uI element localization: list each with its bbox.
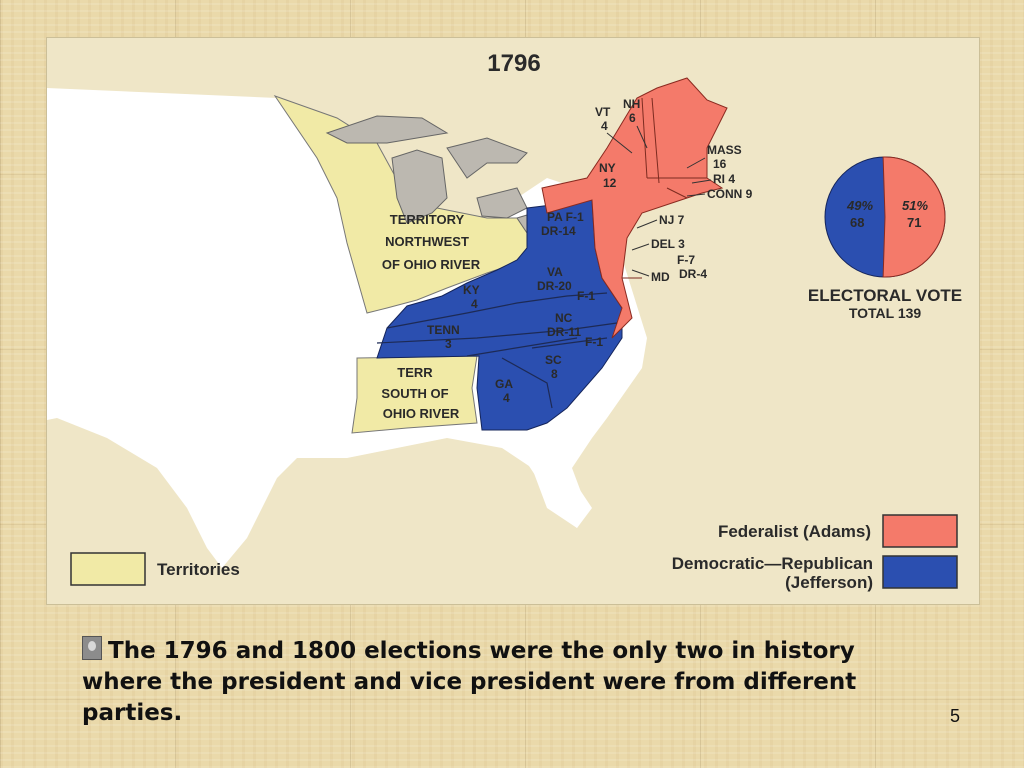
label-nc-dr: DR-11 [547,325,581,339]
label-nc-name: NC [555,311,573,325]
sw-territory-label: TERR SOUTH OF OHIO RIVER [381,365,459,421]
sw-territory-line-2: SOUTH OF [381,386,448,401]
label-nc-f: F-1 [585,335,603,349]
label-md: MD [651,270,670,284]
legend-label-territories: Territories [157,560,240,579]
legend-swatch-territories [70,552,146,586]
label-ga-votes: 4 [503,391,510,405]
label-sc-votes: 8 [551,367,558,381]
label-ky-name: KY [463,283,480,297]
legend-swatch-federalist [882,514,958,548]
state-borders [376,292,618,409]
pie-federalist-pct: 51% [902,198,928,213]
florida [477,423,592,528]
ne-borders [622,97,707,279]
label-vt-name: VT [595,105,611,119]
sw-territory-line-1: TERR [397,365,433,380]
label-vt-votes: 4 [601,119,608,133]
election-map-1796: 1796 TERRITORY NORTHWEST OF OHIO RIVER T… [46,37,980,605]
legend-label-republican-1: Democratic—Republican [672,554,873,573]
label-mass-name: MASS [707,143,742,157]
portrait-bullet-icon [82,636,102,660]
pie-title: ELECTORAL VOTE [808,286,962,305]
electoral-vote-pie: 49% 68 51% 71 ELECTORAL VOTE TOTAL 139 [808,156,962,321]
nw-territory-line-2: NORTHWEST [385,234,469,249]
legend-label-republican-2: (Jefferson) [785,573,873,592]
label-tenn-votes: 3 [445,337,452,351]
label-ky-votes: 4 [471,297,478,311]
label-mass-votes: 16 [713,157,727,171]
state-labels: VT 4 NH 6 NY 12 MASS 16 RI 4 CONN 9 NJ 7… [427,97,753,405]
label-tenn-name: TENN [427,323,460,337]
slide-number: 5 [950,706,961,726]
label-sc-name: SC [545,353,562,367]
label-ri: RI 4 [713,172,735,186]
slide-caption: The 1796 and 1800 elections were the onl… [82,636,942,729]
pie-federalist-slice [882,156,946,278]
sw-territory-line-3: OHIO RIVER [383,406,460,421]
label-ny-votes: 12 [603,176,617,190]
label-pa-1: PA F-1 [547,210,584,224]
label-va-f: F-1 [577,289,595,303]
label-md-split-dr: DR-4 [679,267,707,281]
great-lakes [325,115,593,234]
label-va-name: VA [547,265,563,279]
nw-territory-label: TERRITORY NORTHWEST OF OHIO RIVER [382,212,481,272]
label-nh-votes: 6 [629,111,636,125]
label-ga-name: GA [495,377,513,391]
label-md-split-f: F-7 [677,253,695,267]
legend-label-federalist: Federalist (Adams) [718,522,871,541]
label-del: DEL 3 [651,237,685,251]
map-svg: 1796 TERRITORY NORTHWEST OF OHIO RIVER T… [47,50,962,592]
nw-territory-line-1: TERRITORY [390,212,465,227]
territory-south-of-ohio-river [351,355,478,434]
label-nh-name: NH [623,97,640,111]
nw-territory-line-3: OF OHIO RIVER [382,257,481,272]
pie-republican-votes: 68 [850,215,864,230]
leader-lines [606,125,712,277]
label-pa-2: DR-14 [541,224,576,238]
pie-federalist-votes: 71 [907,215,921,230]
pie-total: TOTAL 139 [849,305,922,321]
pie-republican-pct: 49% [846,198,873,213]
map-legend: Territories Federalist (Adams) Democrati… [70,514,958,592]
label-va-dr: DR-20 [537,279,572,293]
map-title: 1796 [487,50,540,77]
label-conn: CONN 9 [707,187,753,201]
label-ny-name: NY [599,161,616,175]
us-landmass [47,88,647,568]
legend-swatch-republican [882,555,958,589]
label-nj: NJ 7 [659,213,685,227]
caption-text: The 1796 and 1800 elections were the onl… [82,638,857,726]
